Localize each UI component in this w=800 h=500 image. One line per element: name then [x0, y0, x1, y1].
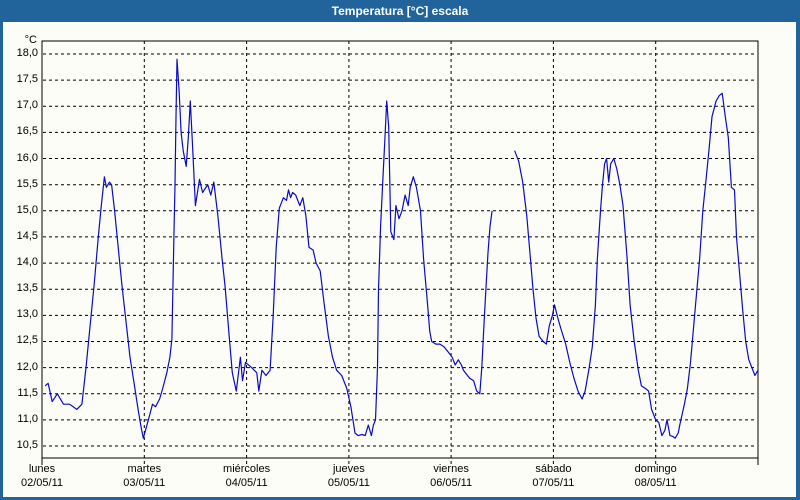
y-tick-label: 13,0 — [16, 308, 38, 321]
x-day-name: jueves — [332, 463, 365, 475]
x-day-name: viernes — [433, 463, 469, 475]
y-tick-label: 15,5 — [16, 177, 38, 190]
chart-background — [3, 22, 796, 497]
x-day-date: 05/05/11 — [327, 477, 370, 489]
y-tick-label: 16,0 — [16, 151, 38, 164]
y-tick-label: 11,0 — [17, 412, 38, 425]
y-tick-label: 17,0 — [16, 99, 38, 112]
x-tick-label: jueves 05/05/11 — [298, 462, 400, 490]
y-tick-label: 14,0 — [16, 256, 38, 269]
y-tick-label: 15,0 — [16, 203, 38, 216]
x-tick-label: domingo 08/05/11 — [605, 462, 707, 490]
x-tick-label: lunes 02/05/11 — [0, 462, 93, 490]
y-tick-label: 12,0 — [16, 360, 38, 373]
x-day-date: 02/05/11 — [20, 477, 63, 489]
window-title: Temperatura [°C] escala — [331, 4, 469, 18]
y-tick-label: 18,0 — [16, 47, 38, 59]
x-day-date: 03/05/11 — [123, 477, 166, 489]
y-tick-label: 17,5 — [16, 73, 38, 86]
x-day-name: domingo — [634, 463, 677, 475]
x-day-name: sábado — [535, 463, 572, 475]
x-day-name: miércoles — [223, 463, 271, 475]
x-tick-label: viernes 06/05/11 — [400, 462, 502, 490]
title-bar: Temperatura [°C] escala — [0, 0, 800, 22]
y-axis-unit-label: °C — [24, 34, 37, 46]
y-tick-label: 11,5 — [17, 386, 38, 399]
x-day-name: martes — [127, 463, 162, 475]
x-day-date: 04/05/11 — [225, 477, 268, 489]
y-tick-label: 10,5 — [16, 439, 38, 452]
y-tick-label: 12,5 — [16, 334, 38, 347]
y-tick-label: 13,5 — [16, 282, 38, 295]
x-tick-label: miércoles 04/05/11 — [196, 462, 298, 490]
x-day-date: 06/05/11 — [430, 477, 473, 489]
x-tick-label: martes 03/05/11 — [93, 462, 195, 490]
y-tick-label: 14,5 — [16, 229, 38, 242]
x-day-date: 07/05/11 — [532, 477, 575, 489]
x-day-date: 08/05/11 — [634, 477, 677, 489]
x-day-name: lunes — [28, 463, 56, 475]
y-tick-label: 16,5 — [16, 125, 38, 138]
x-tick-label: sábado 07/05/11 — [502, 462, 604, 490]
